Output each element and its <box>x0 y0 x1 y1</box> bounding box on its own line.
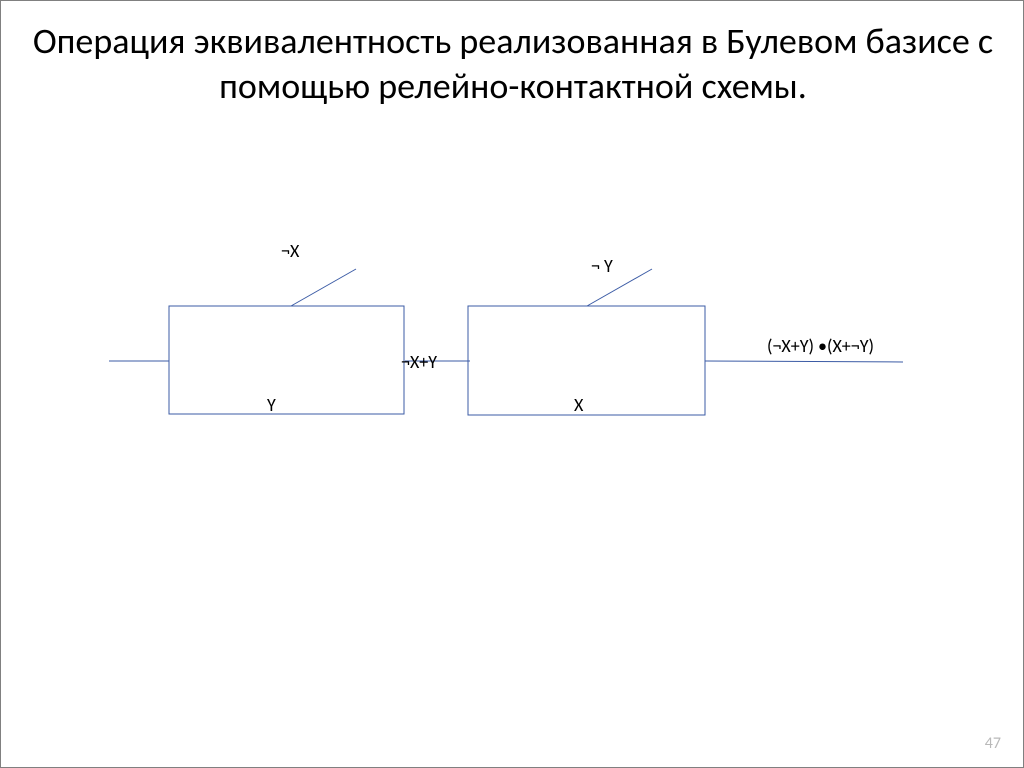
label-x: X <box>574 394 583 416</box>
label-y: Y <box>267 394 276 416</box>
label-not-x: ¬X <box>281 240 299 262</box>
label-output: (¬X+Y) •(X+¬Y) <box>767 335 874 357</box>
page-number: 47 <box>985 734 1001 753</box>
wire-right <box>705 361 903 362</box>
box-1 <box>169 306 404 414</box>
switch-1-arm <box>291 269 356 306</box>
slide: Операция эквивалентность реализованная в… <box>0 0 1024 768</box>
relay-diagram <box>1 1 1024 768</box>
label-mid: ¬X+Y <box>401 351 437 373</box>
box-2 <box>468 306 705 415</box>
label-not-y: ¬ Y <box>591 255 613 277</box>
